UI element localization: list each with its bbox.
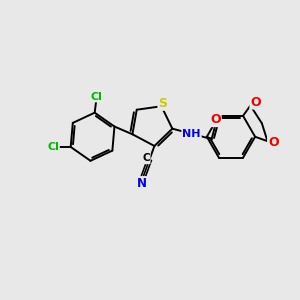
Text: Cl: Cl	[47, 142, 59, 152]
Text: S: S	[158, 97, 167, 110]
Text: O: O	[250, 95, 261, 109]
Text: N: N	[137, 177, 147, 190]
Text: C: C	[142, 153, 150, 163]
Text: Cl: Cl	[90, 92, 102, 101]
Text: O: O	[268, 136, 279, 149]
Text: O: O	[210, 113, 221, 126]
Text: NH: NH	[182, 129, 201, 139]
